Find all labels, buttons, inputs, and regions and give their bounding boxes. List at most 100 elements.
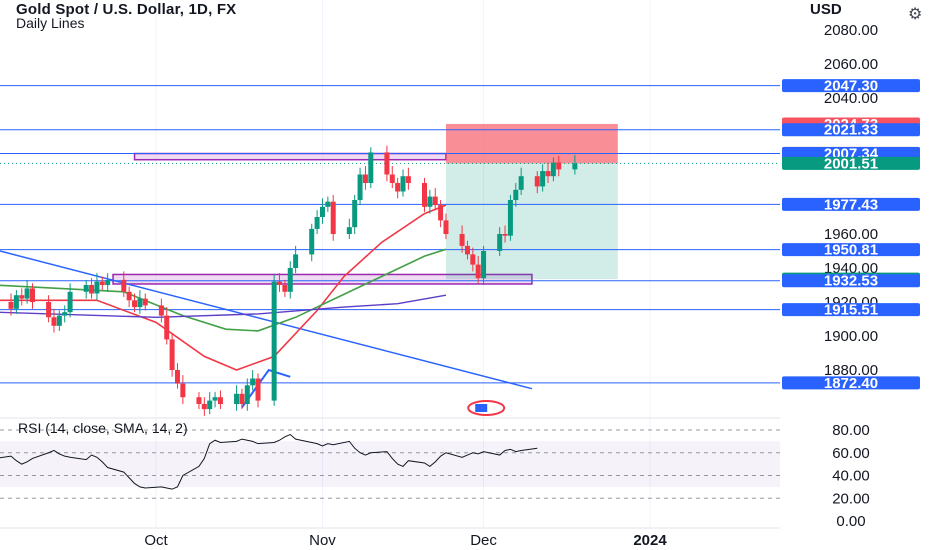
resistance-zone: [133, 152, 447, 161]
candle-body: [29, 288, 35, 302]
candle-body: [19, 295, 25, 299]
candle-body: [395, 183, 401, 192]
price-tag: [782, 303, 920, 317]
candle-body: [400, 176, 406, 192]
candle-body: [540, 171, 546, 187]
candle-body: [132, 300, 138, 308]
candle-body: [309, 228, 315, 255]
candle-body: [352, 200, 358, 228]
candle-body: [8, 302, 14, 309]
currency-selector[interactable]: USD: [810, 1, 842, 18]
candle-body: [234, 393, 240, 404]
price-axis-tick: 1960.00: [824, 226, 878, 243]
ema-mid-line: [0, 248, 447, 332]
rsi-band: [0, 441, 780, 487]
candle-body: [239, 393, 245, 404]
price-tag: [782, 156, 920, 170]
position-stop-zone: [445, 123, 618, 164]
candle-body: [121, 279, 127, 292]
price-tag: [782, 147, 920, 161]
rsi-legend-label[interactable]: RSI (14, close, SMA, 14, 2): [18, 420, 188, 436]
price-tag-label: 1950.81: [824, 242, 878, 259]
candle-body: [169, 339, 175, 370]
symbol-title[interactable]: Gold Spot / U.S. Dollar, 1D, FX: [16, 1, 237, 18]
candle-body: [475, 264, 481, 279]
candle-body: [545, 171, 551, 177]
candle-body: [405, 176, 411, 183]
price-tag: [782, 197, 920, 211]
time-axis-label: Nov: [309, 532, 336, 549]
candle-body: [550, 162, 556, 177]
candle-body: [24, 288, 30, 299]
candle-body: [389, 174, 395, 183]
candle-body: [507, 200, 513, 236]
candle-body: [427, 196, 433, 207]
rsi-axis-tick: 40.00: [832, 468, 870, 485]
candle-body: [518, 176, 524, 190]
candle-body: [319, 206, 325, 217]
gear-icon[interactable]: ⚙: [908, 6, 923, 23]
candle-body: [330, 201, 336, 234]
candle-body: [271, 281, 277, 401]
candle-body: [293, 254, 299, 268]
candle-body: [422, 183, 427, 207]
candle-body: [346, 227, 352, 234]
us-flag-icon: [475, 404, 488, 412]
candle-body: [470, 254, 476, 265]
candle-body: [244, 385, 250, 404]
price-tag: [782, 123, 920, 137]
candle-body: [207, 400, 213, 410]
resistance-zone: [112, 273, 533, 285]
candle-body: [137, 298, 143, 308]
candle-body: [89, 285, 95, 294]
rsi-line: [0, 433, 538, 490]
indicator-legend-label[interactable]: Daily Lines: [16, 15, 85, 31]
candle-body: [282, 285, 288, 292]
candle-body: [481, 251, 487, 279]
price-tag-label: 2021.33: [824, 122, 878, 139]
candle-body: [362, 174, 368, 183]
candle-body: [368, 152, 374, 183]
rsi-axis-tick: 20.00: [832, 490, 870, 507]
candle-body: [438, 205, 444, 221]
time-axis-label: Dec: [470, 532, 497, 549]
price-tag-label: 1932.53: [824, 273, 878, 290]
price-tag-label: 2047.30: [824, 78, 878, 95]
candle-body: [99, 281, 105, 285]
candle-body: [56, 315, 62, 326]
candle-body: [534, 176, 540, 187]
time-axis-label: Oct: [144, 532, 168, 549]
price-tag-label: 1915.51: [824, 302, 878, 319]
candle-body: [212, 397, 218, 401]
candle-body: [174, 370, 180, 384]
candle-body: [464, 245, 470, 255]
candle-body: [287, 268, 293, 292]
price-tag-label: 1872.40: [824, 375, 878, 392]
candle-body: [459, 234, 465, 246]
candle-body: [357, 174, 363, 200]
candle-body: [51, 317, 57, 326]
candle-body: [325, 201, 331, 207]
price-tag-label: 1977.43: [824, 196, 878, 213]
price-axis-tick: 2080.00: [824, 22, 878, 39]
rsi-axis-tick: 0.00: [836, 513, 865, 530]
candle-body: [277, 281, 283, 285]
candle-body: [201, 404, 207, 410]
candle-body: [250, 378, 256, 386]
candle-body: [384, 152, 390, 175]
price-tag: [782, 274, 920, 288]
candle-body: [62, 312, 68, 316]
price-tag: [782, 79, 920, 93]
candle-body: [67, 291, 73, 313]
event-icon: [467, 400, 506, 416]
candle-body: [105, 279, 111, 285]
candle-body: [46, 302, 52, 318]
trend-line: [0, 250, 533, 390]
candle-body: [13, 295, 19, 309]
ema-fast-line: [0, 204, 447, 371]
candle-body: [196, 397, 202, 404]
candle-body: [513, 189, 519, 200]
price-tag-label: 2001.51: [824, 155, 878, 172]
arrow-line: [241, 368, 291, 408]
